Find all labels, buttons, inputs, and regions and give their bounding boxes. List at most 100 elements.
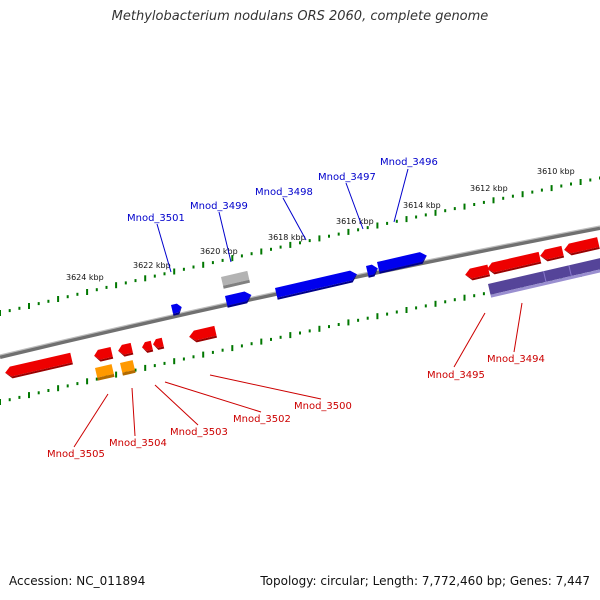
upper-scale-tick	[502, 196, 505, 200]
gene-mnod-3494[interactable]	[488, 257, 600, 298]
gene-mnod-3495[interactable]	[486, 251, 542, 276]
lower-scale-tick	[202, 351, 205, 358]
leader-mnod-3496	[393, 168, 409, 223]
upper-scale-tick	[405, 216, 408, 223]
upper-scale-tick	[521, 191, 524, 198]
gene-mnod-3498[interactable]	[275, 269, 359, 300]
lower-scale-tick	[395, 310, 398, 314]
upper-scale-tick	[279, 245, 282, 249]
upper-scale-tick	[202, 261, 205, 268]
gene-mnod-3495-a[interactable]	[464, 264, 491, 282]
lower-scale-tick	[86, 378, 89, 385]
upper-scale-tick	[250, 252, 253, 256]
lower-scale-tick	[453, 298, 456, 302]
gene-mnod-3499[interactable]	[225, 290, 253, 308]
upper-scale-tick	[299, 241, 301, 245]
upper-scale-tick	[463, 203, 466, 210]
map-title: Methylobacterium nodulans ORS 2060, comp…	[111, 9, 489, 24]
gene-mnod-3495-c[interactable]	[539, 245, 565, 263]
upper-scale-tick	[415, 215, 418, 219]
gene-mnod-3500[interactable]	[188, 325, 218, 344]
gene-mnod-3503-b[interactable]	[141, 340, 154, 354]
upper-scale-tick	[308, 239, 311, 243]
upper-scale-tick	[289, 241, 292, 248]
label-mnod-3494[interactable]: Mnod_3494	[487, 354, 545, 365]
lower-scale-tick	[192, 355, 195, 359]
gene-mnod-3499-pseudo[interactable]	[221, 270, 251, 289]
lower-scale-tick	[57, 385, 60, 392]
upper-scale-tick	[153, 274, 156, 278]
upper-scale-track	[0, 176, 600, 316]
leader-mnod-3503	[154, 384, 199, 426]
forward-genes	[171, 251, 428, 316]
label-mnod-3502[interactable]: Mnod_3502	[233, 414, 291, 425]
upper-scale-tick	[444, 209, 447, 213]
upper-scale-tick	[124, 281, 127, 285]
lower-scale-tick	[376, 313, 379, 320]
lower-scale-tick	[463, 294, 466, 301]
gene-mnod-3497[interactable]	[366, 264, 379, 278]
lower-scale-tick	[221, 348, 224, 352]
upper-scale-tick	[270, 247, 272, 251]
upper-scale-tick	[260, 248, 263, 255]
upper-scale-tick	[105, 285, 108, 289]
lower-scale-tick	[211, 350, 214, 354]
upper-scale-tick	[8, 309, 11, 313]
gene-mnod-3503[interactable]	[120, 360, 136, 376]
upper-scale-tick	[570, 182, 572, 186]
label-mnod-3504[interactable]: Mnod_3504	[109, 438, 167, 449]
upper-scale-tick	[434, 209, 437, 216]
lower-scale-tick	[337, 323, 340, 326]
lower-scale-tick	[134, 368, 137, 372]
upper-scale-tick	[511, 194, 514, 198]
upper-scale-tick	[424, 213, 427, 217]
lower-scale-tick	[347, 319, 350, 326]
kbp-label-3616: 3616 kbp	[336, 217, 374, 226]
label-mnod-3498[interactable]: Mnod_3498	[255, 187, 313, 198]
lower-scale-tick	[473, 294, 476, 298]
label-mnod-3501[interactable]: Mnod_3501	[127, 213, 185, 224]
lower-scale-tick	[318, 325, 321, 332]
leader-mnod-3494	[513, 302, 523, 353]
upper-scale-tick	[18, 306, 21, 310]
label-mnod-3495[interactable]: Mnod_3495	[427, 370, 485, 381]
gene-mnod-3502-b[interactable]	[152, 337, 165, 351]
leader-mnod-3502	[164, 381, 262, 413]
gene-mnod-3495-d[interactable]	[563, 237, 600, 257]
label-mnod-3500[interactable]: Mnod_3500	[294, 401, 352, 412]
upper-scale-tick	[182, 267, 185, 271]
upper-scale-tick	[240, 254, 243, 258]
upper-scale-tick	[357, 228, 360, 232]
upper-scale-tick	[347, 228, 350, 235]
upper-scale-tick	[473, 203, 476, 206]
upper-scale-tick	[144, 275, 147, 282]
lower-scale-tick	[444, 300, 447, 304]
lower-scale-tick	[153, 364, 156, 368]
gene-mnod-3505-b[interactable]	[93, 346, 114, 363]
leader-mnod-3495	[453, 312, 486, 368]
gene-mnod-3496[interactable]	[377, 251, 428, 274]
lower-scale-tick	[18, 395, 21, 399]
upper-scale-tick	[376, 222, 379, 229]
kbp-tick-labels: 3624 kbp 3622 kbp 3620 kbp 3618 kbp 3616…	[66, 167, 575, 282]
gene-mnod-3505[interactable]	[4, 352, 73, 380]
leader-mnod-3500	[209, 374, 322, 400]
label-mnod-3499[interactable]: Mnod_3499	[190, 201, 248, 212]
label-mnod-3497[interactable]: Mnod_3497	[318, 172, 376, 183]
lower-scale-tick	[424, 304, 427, 308]
gene-mnod-3501[interactable]	[171, 303, 183, 316]
label-mnod-3496[interactable]: Mnod_3496	[380, 157, 438, 168]
lower-scale-tick	[279, 335, 282, 339]
gene-mnod-3504-b[interactable]	[117, 342, 134, 358]
lower-scale-tick	[37, 391, 40, 395]
gene-mnod-3504[interactable]	[95, 364, 115, 381]
upper-scale-tick	[134, 279, 137, 283]
label-mnod-3505[interactable]: Mnod_3505	[47, 449, 105, 460]
upper-scale-tick	[95, 288, 98, 292]
upper-scale-tick	[173, 268, 176, 275]
label-mnod-3503[interactable]: Mnod_3503	[170, 427, 228, 438]
reverse-genes	[4, 237, 600, 381]
lower-scale-tick	[115, 371, 118, 378]
upper-scale-tick	[28, 303, 30, 309]
lower-scale-tick	[357, 318, 360, 322]
